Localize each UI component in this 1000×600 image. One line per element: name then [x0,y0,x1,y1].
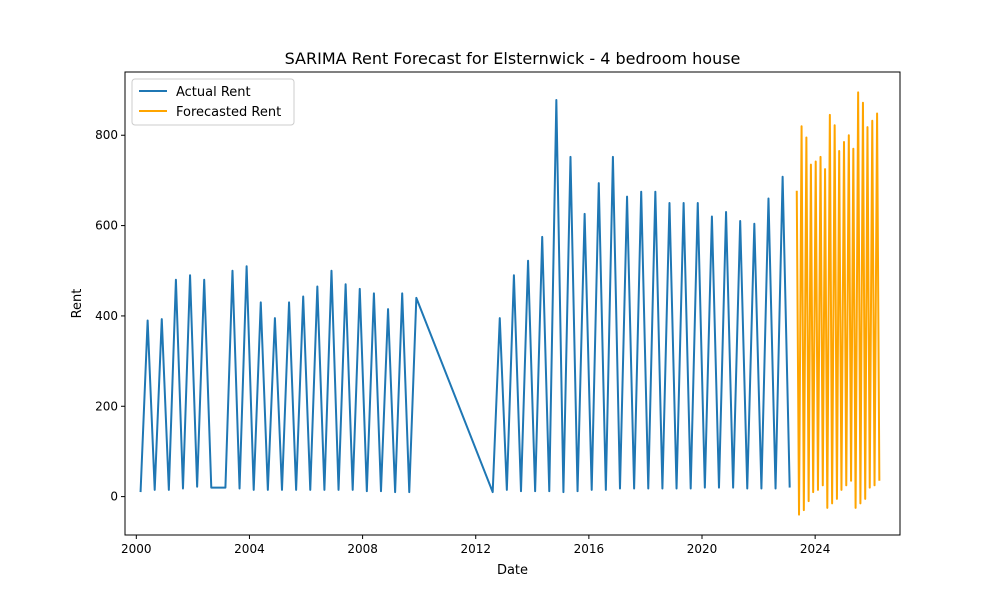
y-axis-label: Rent [70,289,85,319]
x-tick-label: 2004 [234,542,265,556]
y-tick-label: 0 [110,490,118,504]
chart-title: SARIMA Rent Forecast for Elsternwick - 4… [285,49,741,68]
y-tick-label: 200 [95,399,118,413]
legend: Actual Rent Forecasted Rent [131,78,295,126]
x-tick-label: 2008 [347,542,378,556]
series-line-actual-rent [139,99,791,494]
legend-label-forecast: Forecasted Rent [176,105,281,120]
x-tick-label: 2024 [800,542,831,556]
y-tick-label: 400 [95,309,118,323]
x-tick-label: 2012 [460,542,491,556]
legend-label-actual: Actual Rent [176,85,251,100]
x-axis-label: Date [497,563,528,578]
x-tick-label: 2020 [687,542,718,556]
series-layer [139,91,881,516]
tick-layer: 2000 2004 2008 2012 2016 2020 2024 0 200 400 600 80… [95,128,830,556]
x-tick-label: 2000 [121,542,152,556]
plot-frame [124,71,901,536]
legend-box [131,78,295,126]
y-tick-label: 800 [95,128,118,142]
x-tick-label: 2016 [574,542,605,556]
y-tick-label: 600 [95,219,118,233]
series-line-forecasted-rent [795,91,881,516]
